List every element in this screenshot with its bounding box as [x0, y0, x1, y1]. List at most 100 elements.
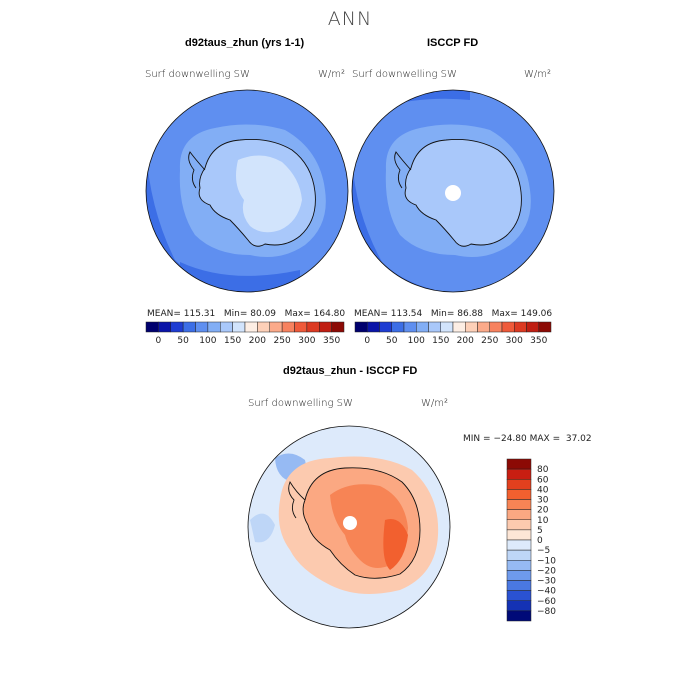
colorbar-model-tick-label: 100 — [199, 336, 216, 346]
panel2-stats: MEAN= 113.54 Min= 86.88 Max= 149.06 — [354, 309, 552, 319]
colorbar-model-tick-label: 250 — [274, 336, 291, 346]
colorbar-model-tick-label: 50 — [177, 336, 189, 346]
map2-antarctica — [404, 139, 522, 247]
map-model — [145, 89, 349, 293]
colorbar-observations-swatch-8 — [452, 321, 466, 333]
colorbar-difference-tick-label: −40 — [537, 587, 556, 597]
colorbar-difference-tick-label: −60 — [537, 597, 556, 607]
colorbar-model-swatch-0 — [145, 321, 159, 333]
colorbar-observations-tick-label: 300 — [506, 336, 523, 346]
colorbar-model-tick-label: 300 — [298, 336, 315, 346]
colorbar-model-tick-label: 350 — [323, 336, 340, 346]
map-difference — [247, 425, 451, 629]
colorbar-observations-swatch-13 — [514, 321, 527, 333]
panel2-max-value: 149.06 — [520, 309, 553, 319]
panel2-mean-value: 113.54 — [390, 309, 423, 319]
colorbar-observations-tick-label: 50 — [386, 336, 398, 346]
panel2-mean-label: MEAN= — [354, 309, 388, 319]
panel2-title: ISCCP FD — [427, 37, 479, 49]
colorbar-difference-swatch-7 — [506, 529, 532, 541]
colorbar-model-tick-label: 200 — [249, 336, 266, 346]
colorbar-observations-swatch-5 — [416, 321, 429, 333]
colorbar-observations-swatch-7 — [440, 321, 454, 333]
colorbar-model-swatch-12 — [294, 321, 308, 333]
colorbar-observations-swatch-3 — [391, 321, 405, 333]
panel1-min-label: Min= — [223, 309, 248, 319]
colorbar-observations-swatch-2 — [379, 321, 392, 333]
panel1-max-label: Max= — [284, 309, 311, 319]
colorbar-difference-swatch-1 — [506, 468, 532, 480]
map2-outline — [351, 89, 555, 293]
colorbar-observations-tick-label: 150 — [432, 336, 449, 346]
colorbar-difference-swatch-3 — [506, 489, 532, 500]
colorbar-difference-tick-label: 40 — [537, 485, 549, 495]
colorbar-difference-tick-label: 60 — [537, 475, 549, 485]
colorbar-difference-tick-label: 20 — [537, 506, 549, 516]
map1-outline — [145, 89, 349, 293]
panel1-min-value: 80.09 — [250, 309, 277, 319]
colorbar-model-tick-label: 150 — [224, 336, 241, 346]
colorbar-model-swatch-14 — [319, 321, 332, 333]
colorbar-model-swatch-1 — [158, 321, 171, 333]
colorbar-observations: 0 50 100 150 200 250 300 350 — [354, 321, 552, 346]
colorbar-observations-swatch-11 — [489, 321, 503, 333]
panel2-min-label: Min= — [430, 309, 455, 319]
colorbar-model-swatch-10 — [269, 321, 283, 333]
colorbar-observations-swatch-15 — [538, 321, 552, 333]
colorbar-model-swatch-8 — [244, 321, 258, 333]
figure-title: ANN — [327, 8, 373, 30]
panel1-units-label: W/m² — [318, 69, 346, 80]
colorbar-difference-swatch-14 — [506, 600, 532, 612]
colorbar-model-swatch-11 — [281, 321, 295, 333]
colorbar-model-swatch-5 — [207, 321, 221, 333]
panel1-stats: MEAN= 115.31 Min= 80.09 Max= 164.80 — [147, 309, 345, 319]
colorbar-model-tick-label: 0 — [156, 336, 162, 346]
colorbar-difference-swatch-6 — [506, 519, 532, 531]
panel2-variable-label: Surf downwelling SW — [352, 69, 457, 80]
colorbar-observations-swatch-4 — [403, 321, 417, 333]
colorbar-difference-tick-label: −5 — [537, 546, 550, 556]
map3-pole-hole — [343, 516, 357, 530]
colorbar-model: 0 50 100 150 200 250 300 350 — [145, 321, 345, 346]
map3-outline — [247, 425, 451, 629]
colorbar-observations-tick-label: 350 — [530, 336, 547, 346]
panel1-title: d92taus_zhun (yrs 1-1) — [185, 37, 305, 49]
panel1-mean-label: MEAN= — [147, 309, 181, 319]
diff-max-label: MAX = — [529, 434, 561, 444]
panel2-max-label: Max= — [491, 309, 518, 319]
colorbar-difference-swatch-2 — [506, 479, 532, 490]
panel2-units-label: W/m² — [524, 69, 552, 80]
diff-units-label: W/m² — [421, 398, 449, 409]
colorbar-model-swatch-13 — [306, 321, 320, 333]
colorbar-model-swatch-2 — [170, 321, 184, 333]
diff-min-label: MIN = — [463, 434, 491, 444]
colorbar-difference-tick-label: −30 — [537, 577, 556, 587]
diff-variable-label: Surf downwelling SW — [248, 398, 353, 409]
colorbar-difference-tick-label: −20 — [537, 566, 556, 576]
map3-antarctica-outline — [302, 467, 421, 579]
colorbar-observations-tick-label: 0 — [364, 336, 370, 346]
colorbar-difference-tick-label: −80 — [537, 607, 556, 617]
colorbar-observations-tick-label: 250 — [481, 336, 498, 346]
map1-interior-ice — [236, 155, 302, 233]
colorbar-difference-tick-label: 30 — [537, 496, 549, 506]
colorbar-difference-swatch-11 — [506, 570, 532, 581]
colorbar-difference-swatch-0 — [506, 458, 532, 470]
colorbar-difference-swatch-5 — [506, 509, 532, 520]
map1-peninsula — [188, 151, 206, 189]
colorbar-observations-tick-label: 100 — [408, 336, 425, 346]
colorbar-model-swatch-4 — [195, 321, 209, 333]
panel1-variable-label: Surf downwelling SW — [145, 69, 250, 80]
panel1-mean-value: 115.31 — [183, 309, 216, 319]
diff-minmax: MIN = −24.80 MAX = 37.02 — [463, 434, 592, 444]
map-observations — [351, 89, 555, 293]
panel2-min-value: 86.88 — [457, 309, 484, 319]
map3-hot-east — [383, 519, 408, 570]
map2-pole-hole — [445, 185, 461, 201]
diff-max-value: 37.02 — [565, 434, 592, 444]
colorbar-difference-swatch-9 — [506, 549, 532, 561]
colorbar-observations-swatch-0 — [354, 321, 368, 333]
colorbar-observations-swatch-6 — [428, 321, 441, 333]
